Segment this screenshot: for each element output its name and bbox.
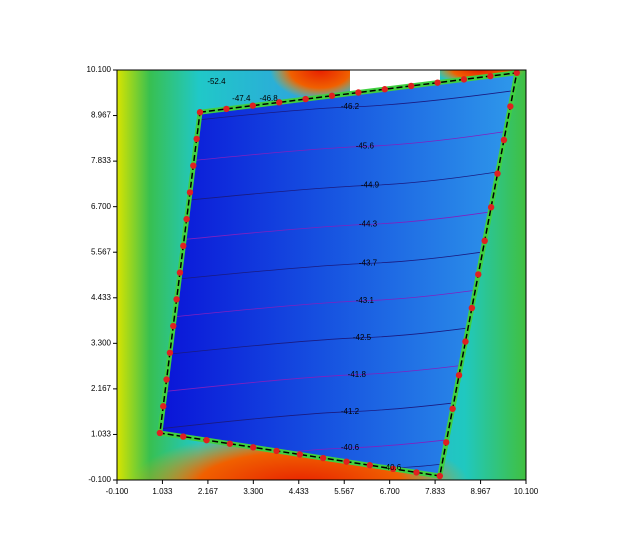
y-tick-label: 3.300	[91, 338, 112, 347]
contour-label: -47.4	[232, 94, 251, 103]
y-tick-label: 10.100	[87, 65, 112, 74]
boundary-node	[381, 86, 388, 93]
contour-label: -44.3	[359, 219, 378, 228]
boundary-node	[413, 469, 420, 476]
contour-line	[159, 166, 517, 208]
boundary-node	[180, 433, 187, 440]
boundary-node	[226, 440, 234, 447]
boundary-node	[487, 204, 495, 211]
contour-line	[159, 282, 517, 324]
contour-label: -44.9	[361, 180, 380, 189]
x-tick-label: 10.100	[514, 487, 539, 496]
boundary-node	[366, 462, 374, 469]
boundary-node	[434, 79, 441, 86]
contour-label: -45.6	[356, 141, 375, 150]
boundary-node	[160, 403, 167, 410]
boundary-node	[275, 99, 283, 106]
boundary-node	[507, 103, 514, 110]
boundary-node	[436, 472, 443, 480]
contour-label: -40.6	[383, 463, 402, 472]
boundary-node	[343, 458, 350, 465]
boundary-node	[328, 92, 336, 99]
contour-line	[159, 205, 517, 247]
boundary-node	[176, 269, 184, 276]
boundary-node	[183, 215, 190, 223]
contour-label: -46.2	[341, 102, 360, 111]
y-tick-label: 7.833	[91, 156, 112, 165]
contour-line	[159, 244, 517, 286]
boundary-node	[494, 170, 501, 177]
boundary-node	[193, 135, 200, 143]
boundary-node	[319, 454, 327, 462]
contour-line	[159, 88, 517, 130]
x-tick-label: 8.967	[471, 487, 492, 496]
contour-label: -43.1	[356, 296, 375, 305]
y-tick-label: 8.967	[91, 111, 112, 120]
boundary-node	[302, 95, 309, 103]
boundary-node	[223, 105, 230, 113]
x-tick-label: 5.567	[334, 487, 355, 496]
x-tick-label: 1.033	[152, 487, 173, 496]
boundary-node	[513, 69, 520, 77]
y-tick-label: -0.100	[88, 475, 111, 484]
x-tick-label: 3.300	[243, 487, 264, 496]
x-tick-label: -0.100	[106, 487, 129, 496]
y-tick-label: 2.167	[91, 384, 112, 393]
contour-line	[159, 127, 517, 169]
inner-fill	[159, 72, 517, 476]
boundary-node	[355, 89, 362, 96]
y-tick-label: 1.033	[91, 430, 112, 439]
boundary-node	[203, 436, 210, 444]
contour-line	[159, 319, 517, 361]
boundary-node	[180, 242, 187, 250]
y-tick-label: 6.700	[91, 202, 112, 211]
boundary-node	[475, 271, 482, 278]
boundary-node	[407, 82, 415, 90]
contour-label: -41.2	[341, 407, 360, 416]
boundary-node	[462, 338, 469, 345]
boundary-node	[468, 304, 476, 312]
boundary-node	[500, 136, 508, 144]
y-tick-label: 5.567	[91, 247, 112, 256]
boundary-node	[449, 405, 456, 412]
plot-frame	[116, 69, 527, 481]
boundary-node	[296, 451, 304, 458]
contour-label: -43.7	[359, 258, 378, 267]
boundary-node	[443, 439, 450, 446]
y-tick-label: 4.433	[91, 293, 112, 302]
inner-region	[156, 69, 520, 480]
boundary-node	[196, 109, 204, 116]
boundary-node	[173, 296, 180, 303]
boundary-node	[460, 76, 468, 83]
boundary-node	[249, 102, 256, 109]
contour-label: -52.4	[207, 77, 226, 86]
boundary-node	[170, 322, 177, 330]
contour-label: -40.6	[341, 443, 360, 452]
contour-label: -46.8	[259, 94, 278, 103]
boundary-node	[389, 465, 397, 473]
contour-label: -42.5	[353, 333, 372, 342]
x-tick-label: 2.167	[198, 487, 219, 496]
boundary-node	[481, 237, 488, 244]
boundary-node	[249, 444, 257, 451]
contour-label: -41.8	[348, 370, 367, 379]
x-tick-label: 7.833	[425, 487, 446, 496]
boundary-node	[166, 349, 174, 356]
boundary-node	[273, 447, 280, 455]
x-tick-label: 6.700	[380, 487, 401, 496]
boundary-node	[186, 189, 194, 196]
x-tick-label: 4.433	[289, 487, 310, 496]
boundary-node	[190, 162, 197, 169]
boundary-node	[163, 376, 170, 383]
boundary-node	[455, 371, 463, 379]
boundary-node	[156, 429, 164, 437]
boundary-node	[487, 72, 494, 80]
